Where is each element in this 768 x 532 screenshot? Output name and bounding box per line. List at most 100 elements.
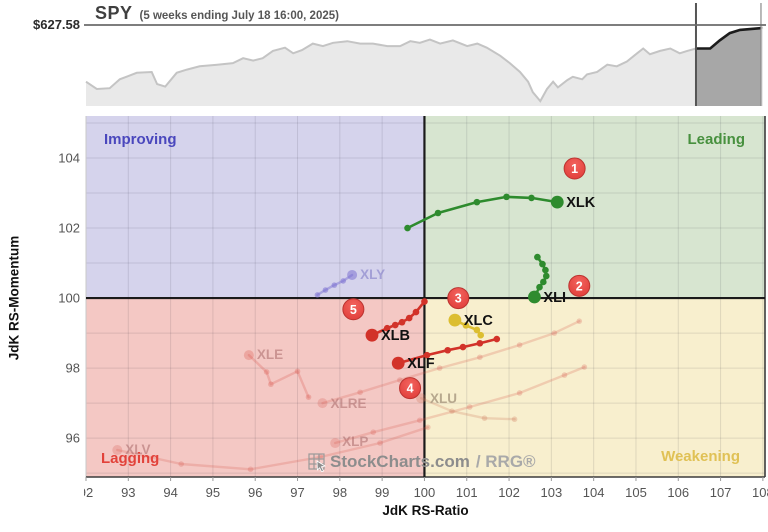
xlv-trail-dot	[247, 466, 254, 473]
xlre-trail-dot	[477, 354, 483, 361]
xlf-trail-dot	[459, 343, 467, 351]
watermark-suffix: / RRG®	[475, 452, 536, 471]
xlv-head-dot	[112, 445, 123, 456]
xlp-series: XLP	[330, 364, 588, 449]
xlk-label[interactable]: XLK	[566, 195, 596, 211]
badge-4: 4	[399, 377, 422, 400]
reference-price-label: $627.58	[33, 17, 80, 32]
spy-highlight-group	[695, 26, 761, 106]
xlp-trail-dot	[416, 417, 423, 424]
xlk-trail	[406, 195, 559, 230]
x-tick-label: 101	[456, 485, 478, 500]
xli-trail-dot	[539, 260, 546, 268]
badge-number-3: 3	[455, 292, 462, 306]
xlu-label: XLU	[430, 391, 457, 406]
y-tick-label: 98	[66, 361, 80, 376]
xlf-label[interactable]: XLF	[407, 356, 435, 372]
xli-trail-dot	[540, 278, 547, 286]
xlf-trail-dot	[493, 335, 501, 343]
badge-number-4: 4	[407, 382, 414, 396]
x-tick-label: 92	[79, 485, 93, 500]
x-tick-label: 107	[710, 485, 732, 500]
xlu-series: XLU	[416, 391, 518, 423]
leading-quadrant[interactable]	[424, 116, 765, 299]
xlb-trail-dot	[391, 321, 399, 329]
y-axis-title: JdK RS-Momentum	[6, 235, 22, 361]
spy-line	[85, 26, 764, 103]
badge-circle-4	[399, 377, 422, 400]
y-tick-label: 102	[58, 221, 80, 236]
watermark-main: StockCharts.com	[330, 452, 470, 471]
badge-circle-1	[563, 157, 586, 180]
xly-head-dot	[347, 269, 358, 280]
xlre-trail	[321, 320, 581, 405]
xlre-series: XLRE	[317, 318, 583, 411]
xlc-head-dot[interactable]	[448, 313, 462, 327]
xlb-trail-dot	[421, 298, 428, 305]
quadrant-label-leading: Leading	[687, 131, 745, 148]
xlb-trail-dot	[383, 324, 391, 332]
xle-series: XLE	[243, 347, 312, 400]
period-subtitle: (5 weeks ending July 18 16:00, 2025)	[139, 10, 339, 22]
xlv-trail	[116, 426, 429, 471]
xle-trail-dot	[305, 394, 312, 400]
xlb-trail-dot	[398, 318, 406, 326]
xlb-trail-dot	[405, 314, 413, 322]
xlp-trail-dot	[561, 372, 568, 378]
x-tick-label: 103	[541, 485, 563, 500]
x-tick-label: 104	[583, 485, 605, 500]
xlf-head-dot[interactable]	[391, 356, 405, 370]
xly-trail-dot	[322, 287, 329, 293]
xle-label: XLE	[257, 347, 283, 362]
badge-3: 3	[447, 287, 470, 310]
x-tick-label: 97	[290, 485, 304, 500]
xlk-trail-dot	[404, 224, 411, 232]
x-tick-label: 96	[248, 485, 262, 500]
xlk-series: XLK	[404, 193, 596, 232]
x-tick-label: 108	[752, 485, 768, 500]
xlu-trail-dot	[481, 415, 488, 421]
improving-quadrant[interactable]	[86, 116, 425, 299]
quadrant-label-improving: Improving	[104, 131, 177, 148]
badge-2: 2	[568, 274, 591, 297]
xlc-trail-dot	[477, 331, 485, 339]
xli-head-dot[interactable]	[528, 290, 541, 304]
weakening-quadrant[interactable]	[424, 298, 765, 477]
xlb-label[interactable]: XLB	[381, 328, 410, 344]
spy-sparkline-chart	[84, 3, 766, 106]
xlc-series: XLC	[448, 313, 494, 339]
x-tick-label: 99	[375, 485, 389, 500]
xlp-trail-dot	[516, 390, 523, 396]
xlb-series: XLB	[365, 298, 428, 344]
xli-trail-dot	[534, 253, 541, 261]
symbol-title[interactable]: SPY	[95, 3, 133, 23]
xlc-label[interactable]: XLC	[464, 313, 494, 329]
xli-label[interactable]: XLI	[543, 290, 566, 306]
xlp-trail-dot	[466, 404, 473, 410]
xly-trail-dot	[340, 278, 347, 284]
xlre-label: XLRE	[330, 396, 366, 411]
xly-label: XLY	[360, 267, 385, 282]
xlv-label: XLV	[125, 442, 150, 457]
spy-area	[86, 27, 763, 106]
xlp-label: XLP	[342, 434, 368, 449]
badge-number-1: 1	[571, 162, 578, 176]
xle-head-dot	[243, 350, 254, 361]
xly-trail-dot	[314, 292, 321, 298]
xlre-trail-dot	[576, 318, 583, 324]
y-tick-label: 96	[66, 431, 80, 446]
quadrant-label-weakening: Weakening	[661, 448, 740, 465]
xlf-series: XLF	[391, 335, 501, 372]
xly-trail-dot	[331, 282, 338, 288]
badge-circle-5	[342, 298, 365, 321]
xlv-trail-dot	[178, 461, 184, 467]
xlb-head-dot[interactable]	[365, 328, 379, 342]
y-tick-label: 104	[58, 151, 80, 166]
xlk-head-dot[interactable]	[550, 195, 564, 209]
xlv-trail-dot	[377, 440, 383, 446]
xlu-trail-dot	[449, 408, 455, 414]
lagging-quadrant[interactable]	[86, 298, 425, 477]
x-tick-label: 106	[667, 485, 689, 500]
xlu-head-dot	[416, 393, 427, 404]
